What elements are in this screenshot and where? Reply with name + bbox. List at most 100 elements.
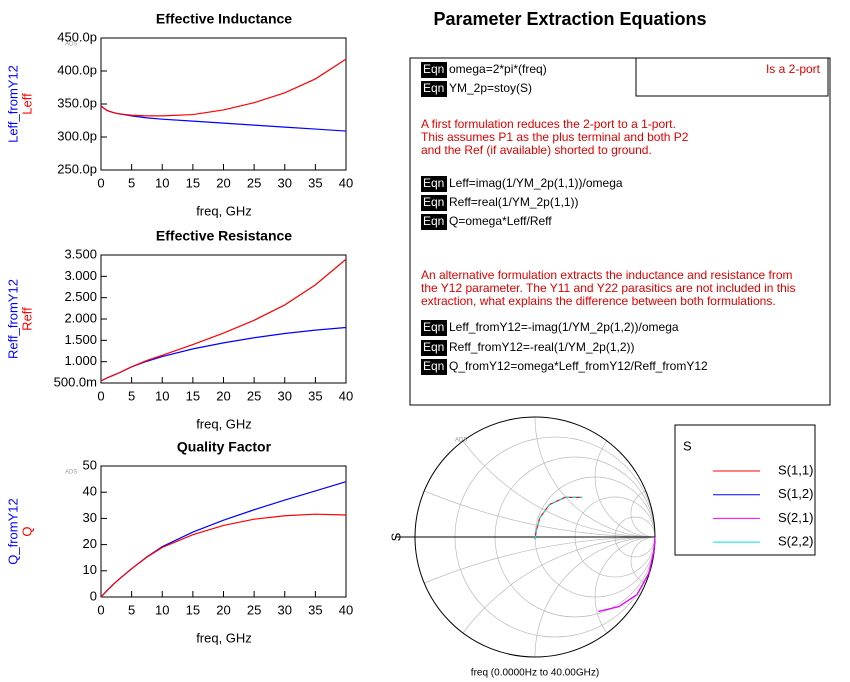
- smith-grid-line: [630, 488, 655, 538]
- eqn-badge-label: Eqn: [423, 359, 444, 373]
- smith-trace: [598, 536, 656, 612]
- y-axis-label: Q: [19, 526, 34, 536]
- x-tick-label: 35: [308, 175, 322, 190]
- x-tick-label: 30: [278, 388, 292, 403]
- series-line: [100, 513, 347, 598]
- equation: Leff_fromY12=-imag(1/YM_2p(1,2))/omega: [449, 320, 679, 334]
- y-tick-label: 2.500: [64, 289, 97, 304]
- note: This assumes P1 as the plus terminal and…: [421, 130, 689, 144]
- x-tick-label: 20: [216, 602, 230, 617]
- y-tick-label: 3.000: [64, 268, 97, 283]
- equation: Q=omega*Leff/Reff: [449, 214, 552, 228]
- smith-grid-line: [594, 417, 655, 538]
- x-axis-label: freq, GHz: [196, 416, 252, 431]
- eqn-badge-label: Eqn: [423, 320, 444, 334]
- eqn-badge-label: Eqn: [423, 214, 444, 228]
- smith-grid-line: [594, 536, 655, 657]
- y-axis-label: Q_fromY12: [5, 498, 20, 564]
- equation: omega=2*pi*(freq): [449, 62, 547, 76]
- y-tick-label: 10: [83, 562, 97, 577]
- eqn-badge: [421, 176, 447, 192]
- y-tick-label: 0: [90, 588, 97, 603]
- y-tick-label: 450.0p: [57, 29, 97, 44]
- series-line: [100, 326, 347, 382]
- eqn-badge-label: Eqn: [423, 62, 444, 76]
- legend-title: S: [683, 438, 692, 453]
- note: A first formulation reduces the 2-port t…: [421, 117, 676, 131]
- eqn-badge-label: Eqn: [423, 176, 444, 190]
- y-tick-label: 20: [83, 536, 97, 551]
- y-tick-label: 250.0p: [57, 161, 97, 176]
- x-tick-label: 0: [97, 602, 104, 617]
- eqn-badge: [421, 195, 447, 211]
- x-tick-label: 20: [216, 388, 230, 403]
- x-tick-label: 40: [339, 175, 353, 190]
- eqn-badge-label: Eqn: [423, 195, 444, 209]
- x-tick-label: 5: [128, 388, 135, 403]
- y-axis-label: S: [388, 532, 403, 541]
- smith-trace: [534, 496, 582, 540]
- x-tick-label: 30: [278, 602, 292, 617]
- plot-frame: [100, 37, 347, 171]
- smith-trace: [598, 536, 656, 612]
- smith-grid-line: [415, 536, 655, 657]
- chart-title: Quality Factor: [177, 439, 272, 455]
- x-tick-label: 15: [186, 388, 200, 403]
- series-line: [100, 58, 347, 117]
- legend-label: S(1,2): [778, 486, 813, 501]
- x-axis-label: freq, GHz: [196, 630, 252, 645]
- x-tick-label: 35: [308, 388, 322, 403]
- equation-panel: [409, 57, 831, 406]
- eqn-badge: [421, 320, 447, 336]
- smith-grid-line: [415, 536, 655, 657]
- note: An alternative formulation extracts the …: [421, 268, 793, 282]
- note: and the Ref (if available) shorted to gr…: [421, 143, 652, 157]
- watermark: ADS: [455, 438, 467, 444]
- x-tick-label: 20: [216, 175, 230, 190]
- legend-box: [674, 424, 816, 556]
- series-line: [100, 258, 347, 382]
- y-axis-label: Leff: [19, 93, 34, 115]
- y-tick-label: 3.500: [64, 246, 97, 261]
- x-tick-label: 0: [97, 175, 104, 190]
- legend-label: S(1,1): [778, 462, 813, 477]
- y-tick-label: 1.000: [64, 353, 97, 368]
- x-tick-label: 15: [186, 175, 200, 190]
- note: the Y12 parameter. The Y11 and Y22 paras…: [421, 281, 795, 295]
- equation: YM_2p=stoy(S): [449, 81, 532, 95]
- eqn-badge: [421, 81, 447, 97]
- watermark: ADS: [65, 470, 77, 476]
- y-tick-label: 1.500: [64, 332, 97, 347]
- x-axis-label: freq, GHz: [196, 203, 252, 218]
- x-tick-label: 5: [128, 602, 135, 617]
- x-tick-label: 10: [155, 388, 169, 403]
- smith-trace: [534, 496, 582, 540]
- y-tick-label: 350.0p: [57, 95, 97, 110]
- y-axis-label: Reff: [19, 307, 34, 331]
- note: extraction, what explains the difference…: [421, 294, 776, 308]
- chart-title: Effective Resistance: [156, 228, 292, 244]
- eqn-badge: [421, 62, 447, 78]
- y-tick-label: 30: [83, 510, 97, 525]
- x-tick-label: 25: [247, 388, 261, 403]
- port-note: Is a 2-port: [766, 62, 821, 76]
- smith-grid-line: [630, 536, 655, 586]
- y-tick-label: 300.0p: [57, 128, 97, 143]
- y-tick-label: 2.000: [64, 310, 97, 325]
- equation: Leff=imag(1/YM_2p(1,1))/omega: [449, 176, 623, 190]
- x-tick-label: 25: [247, 175, 261, 190]
- x-tick-label: 10: [155, 602, 169, 617]
- equation: Q_fromY12=omega*Leff_fromY12/Reff_fromY1…: [449, 359, 708, 373]
- eqn-badge-label: Eqn: [423, 340, 444, 354]
- x-axis-label: freq (0.0000Hz to 40.00GHz): [471, 668, 599, 679]
- x-tick-label: 5: [128, 175, 135, 190]
- plot-frame: [100, 465, 347, 598]
- y-tick-label: 400.0p: [57, 62, 97, 77]
- x-tick-label: 0: [97, 388, 104, 403]
- panel-title: Parameter Extraction Equations: [433, 9, 706, 29]
- y-tick-label: 40: [83, 484, 97, 499]
- x-tick-label: 30: [278, 175, 292, 190]
- equation: Reff_fromY12=-real(1/YM_2p(1,2)): [449, 340, 635, 354]
- x-tick-label: 25: [247, 602, 261, 617]
